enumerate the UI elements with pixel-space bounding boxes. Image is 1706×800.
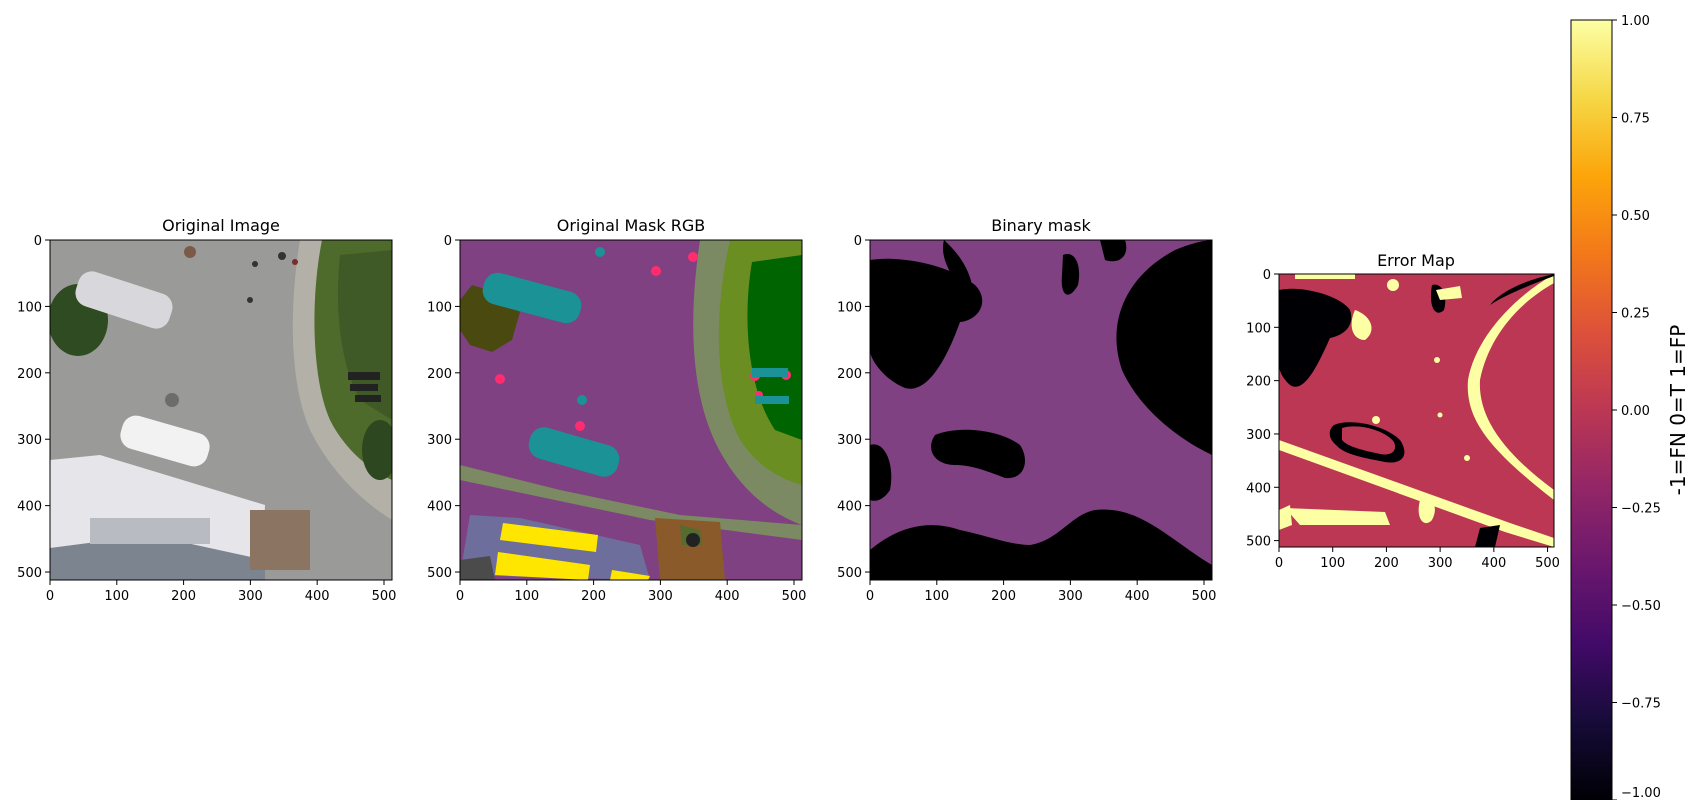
colorbar-tick-label: 0.50 <box>1621 209 1650 224</box>
colorbar-tick-label: −0.25 <box>1621 502 1661 517</box>
x-tick-label: 500 <box>1535 556 1560 571</box>
panel-original-mask-rgb: Original Mask RGB <box>459 216 803 581</box>
y-tick-label: 500 <box>427 566 452 581</box>
x-tick-label: 100 <box>104 589 129 604</box>
y-tick-label: 400 <box>17 500 42 515</box>
colorbar: 1.00 0.75 0.50 0.25 0.00 −0.25 −0.50 −0.75 −1.00… <box>1570 14 1690 800</box>
x-tick-label: 400 <box>715 589 740 604</box>
axes-ticks: 0 100 200 300 400 500 0 100 200 300 400 500 0 100 200 3… <box>17 234 1560 604</box>
aerial-photo <box>50 240 392 580</box>
binary-mask-image <box>870 240 1212 580</box>
colorbar-tick-label: 1.00 <box>1621 14 1650 29</box>
x-tick-label: 200 <box>991 589 1016 604</box>
y-tick-label: 0 <box>444 234 452 249</box>
y-tick-label: 200 <box>17 367 42 382</box>
y-tick-label: 0 <box>854 234 862 249</box>
x-tick-label: 300 <box>1428 556 1453 571</box>
panel-title: Original Image <box>162 216 280 235</box>
y-tick-label: 400 <box>837 500 862 515</box>
y-tick-label: 300 <box>427 433 452 448</box>
colorbar-ticks: 1.00 0.75 0.50 0.25 0.00 −0.25 −0.50 −0.75 −1.00 <box>1612 14 1661 800</box>
y-tick-label: 100 <box>427 300 452 315</box>
colorbar-tick-label: 0.25 <box>1621 307 1650 322</box>
x-tick-label: 100 <box>924 589 949 604</box>
x-tick-label: 100 <box>514 589 539 604</box>
y-tick-label: 300 <box>837 433 862 448</box>
y-tick-label: 500 <box>1246 535 1271 550</box>
x-tick-label: 400 <box>305 589 330 604</box>
x-tick-label: 500 <box>1192 589 1217 604</box>
x-tick-label: 0 <box>866 589 874 604</box>
x-tick-label: 0 <box>1275 556 1283 571</box>
panel-binary-mask: Binary mask <box>869 216 1213 581</box>
y-tick-label: 400 <box>1246 481 1271 496</box>
y-tick-label: 200 <box>1246 375 1271 390</box>
panel-title: Original Mask RGB <box>557 216 705 235</box>
panel-title: Error Map <box>1377 251 1455 270</box>
y-tick-label: 300 <box>17 433 42 448</box>
x-tick-label: 300 <box>238 589 263 604</box>
x-tick-label: 300 <box>1058 589 1083 604</box>
panel-original-image: Original Image <box>49 216 393 581</box>
y-tick-label: 200 <box>837 367 862 382</box>
x-tick-label: 200 <box>581 589 606 604</box>
colorbar-label: -1=FN 0=T 1=FP <box>1666 325 1690 496</box>
x-tick-label: 100 <box>1320 556 1345 571</box>
colorbar-tick-label: −0.75 <box>1621 697 1661 712</box>
y-tick-label: 100 <box>1246 321 1271 336</box>
panel-error-map: Error Map <box>1278 251 1555 548</box>
y-tick-label: 0 <box>34 234 42 249</box>
colorbar-tick-label: −0.50 <box>1621 599 1661 614</box>
x-tick-label: 0 <box>456 589 464 604</box>
colorbar-tick-label: 0.00 <box>1621 404 1650 419</box>
colorbar-tick-label: −1.00 <box>1621 786 1661 800</box>
error-map-image <box>1279 274 1554 547</box>
y-tick-label: 0 <box>1263 268 1271 283</box>
x-tick-label: 400 <box>1481 556 1506 571</box>
segmentation-mask <box>460 240 802 580</box>
y-tick-label: 400 <box>427 500 452 515</box>
y-tick-label: 300 <box>1246 428 1271 443</box>
x-tick-label: 200 <box>1374 556 1399 571</box>
x-tick-label: 0 <box>46 589 54 604</box>
panel-title: Binary mask <box>991 216 1091 235</box>
y-tick-label: 100 <box>17 300 42 315</box>
x-tick-label: 500 <box>782 589 807 604</box>
colorbar-gradient <box>1571 20 1612 800</box>
colorbar-tick-label: 0.75 <box>1621 112 1650 127</box>
x-tick-label: 300 <box>648 589 673 604</box>
y-tick-label: 500 <box>837 566 862 581</box>
y-tick-label: 500 <box>17 566 42 581</box>
y-tick-label: 200 <box>427 367 452 382</box>
x-tick-label: 500 <box>372 589 397 604</box>
y-tick-label: 100 <box>837 300 862 315</box>
x-tick-label: 400 <box>1125 589 1150 604</box>
x-tick-label: 200 <box>171 589 196 604</box>
